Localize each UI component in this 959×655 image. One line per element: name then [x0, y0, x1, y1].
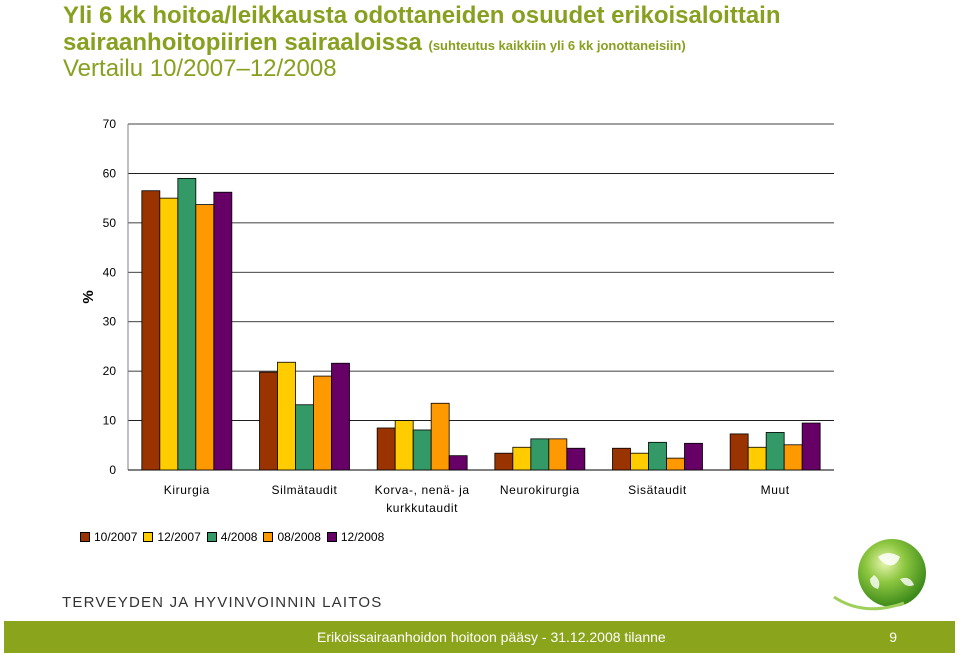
bar: [512, 446, 532, 471]
legend-label: 12/2008: [340, 530, 385, 544]
legend-swatch: [80, 532, 90, 542]
y-tick-label: 50: [103, 216, 117, 230]
x-tick-label: Korva-, nenä- ja: [375, 483, 470, 497]
y-tick-label: 20: [103, 364, 117, 378]
footer-text: Erikoissairaanhoidon hoitoon pääsy - 31.…: [317, 629, 666, 645]
bar: [612, 447, 631, 471]
legend-item: 10/2007: [80, 530, 137, 544]
bar: [295, 404, 314, 471]
bar: [801, 422, 821, 471]
legend-label: 4/2008: [220, 530, 258, 544]
bar: [141, 190, 161, 471]
legend-label: 08/2008: [277, 530, 321, 544]
x-tick-label: Muut: [761, 483, 790, 497]
footer-bar: Erikoissairaanhoidon hoitoon pääsy - 31.…: [4, 621, 955, 653]
title-line-3: Vertailu 10/2007–12/2008: [63, 55, 337, 82]
bar: [684, 442, 703, 471]
x-tick-label: Silmätaudit: [272, 483, 338, 497]
x-tick-label: Sisätaudit: [628, 483, 687, 497]
bar: [765, 432, 785, 471]
organization-name: TERVEYDEN JA HYVINVOINNIN LAITOS: [62, 594, 383, 611]
bar: [331, 362, 350, 471]
legend-label: 10/2007: [94, 530, 138, 544]
bar: [259, 371, 278, 471]
bar: [195, 204, 215, 471]
bar: [783, 444, 803, 471]
bar: [159, 197, 179, 471]
title-line-2-main: sairaanhoitopiirien sairaaloissa: [63, 29, 422, 56]
bar: [630, 452, 649, 471]
bar: [213, 191, 233, 471]
x-tick-label: kurkkutaudit: [386, 501, 458, 515]
bar: [666, 457, 685, 471]
y-tick-label: 40: [103, 265, 117, 279]
bar: [648, 441, 667, 471]
legend-swatch: [326, 532, 337, 542]
bar: [548, 438, 568, 471]
title-line-2: sairaanhoitopiirien sairaaloissa (suhteu…: [63, 29, 686, 57]
bar: [448, 455, 468, 471]
bar: [313, 375, 332, 471]
legend-item: 08/2008: [263, 530, 321, 544]
legend-swatch: [143, 532, 154, 542]
legend-label: 12/2007: [157, 530, 201, 544]
legend-item: 12/2008: [326, 530, 385, 544]
bar: [376, 427, 396, 471]
x-tick-label: Kirurgia: [164, 483, 210, 497]
bar: [177, 177, 197, 471]
x-tick-label: Neurokirurgia: [500, 483, 580, 497]
bar-chart: 0 10 20 30 40 50 60 70% Kirurgia Silmätaudit Korva…: [80, 117, 834, 515]
bar: [430, 402, 450, 471]
legend-swatch: [263, 532, 274, 542]
bar: [530, 438, 550, 471]
bar: [412, 429, 432, 471]
y-tick-label: 0: [109, 463, 116, 477]
y-axis-label: %: [80, 290, 97, 303]
bar: [394, 420, 414, 471]
y-tick-label: 70: [103, 117, 117, 131]
bar: [747, 446, 767, 471]
y-tick-label: 60: [103, 166, 117, 180]
y-tick-label: 10: [103, 414, 117, 428]
legend-swatch: [206, 532, 217, 542]
bar: [277, 361, 296, 471]
page-number: 9: [889, 629, 897, 645]
title-line-1: Yli 6 kk hoitoa/leikkausta odottaneiden …: [63, 2, 781, 29]
green-globe-logo-icon: [833, 539, 926, 611]
legend-item: 4/2008: [206, 530, 258, 544]
title-subtitle: (suhteutus kaikkiin yli 6 kk jonottaneis…: [428, 38, 686, 53]
bar: [729, 433, 749, 471]
bar: [494, 452, 514, 471]
legend-item: 12/2007: [143, 530, 201, 544]
chart-legend: 10/2007 12/2007 4/2008 08/2008 12/2008: [80, 530, 390, 544]
bar: [566, 447, 586, 471]
y-tick-label: 30: [103, 315, 117, 329]
